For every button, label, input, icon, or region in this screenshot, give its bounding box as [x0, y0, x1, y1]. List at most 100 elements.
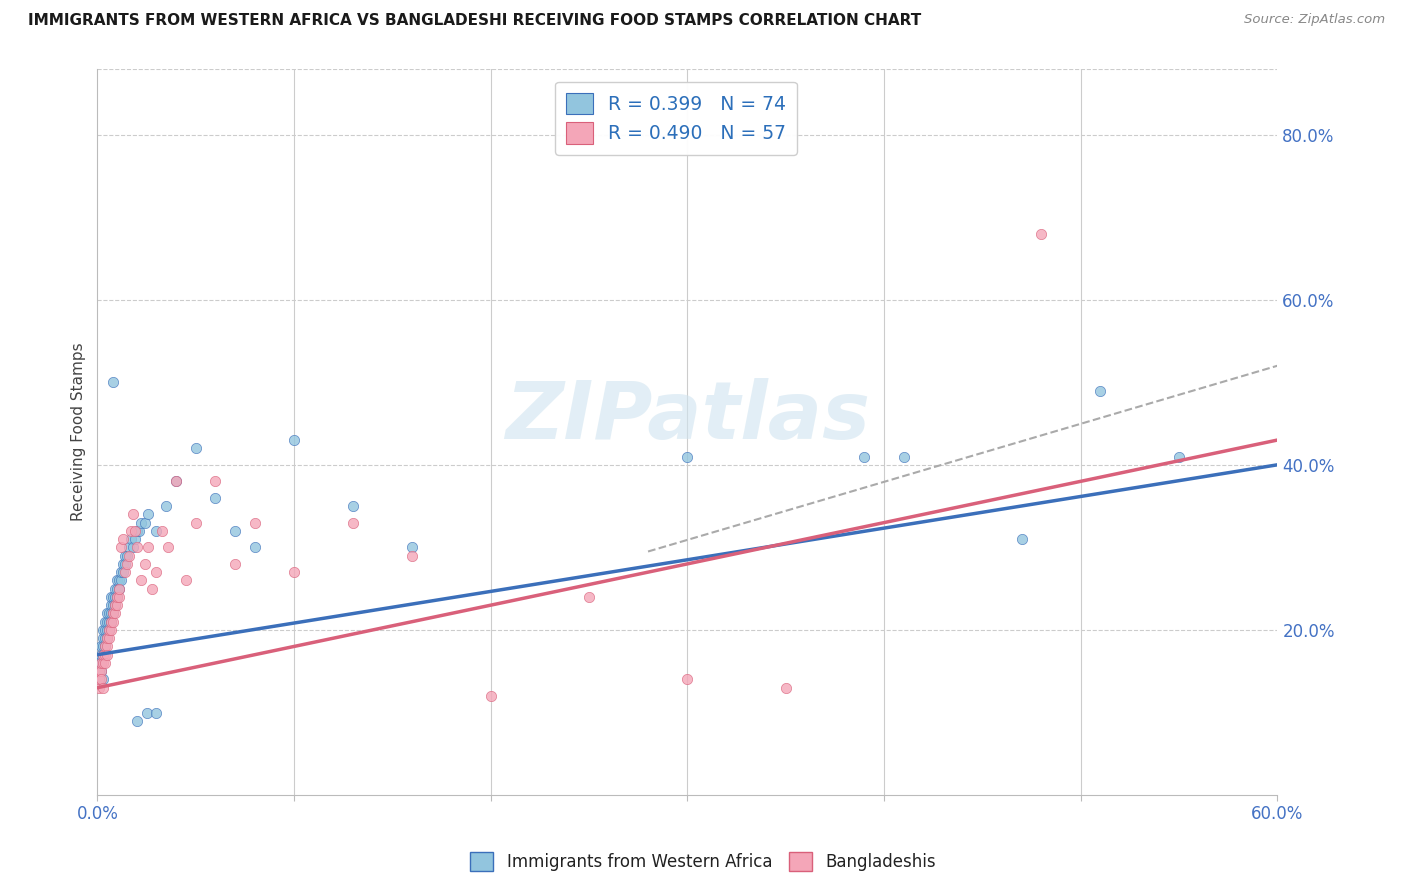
Point [135, 706, 157, 720]
Point [120, 524, 142, 538]
Point [89, 673, 111, 687]
Point [101, 607, 124, 621]
Point [174, 574, 197, 588]
Point [184, 516, 207, 530]
Point [184, 442, 207, 456]
Point [96, 631, 118, 645]
Point [90, 648, 112, 662]
Point [94, 656, 117, 670]
Point [111, 532, 134, 546]
Point [1031, 227, 1053, 241]
Point [91, 681, 114, 695]
Point [89, 656, 111, 670]
Point [94, 623, 117, 637]
Point [98, 607, 121, 621]
Point [100, 590, 122, 604]
Point [1090, 384, 1112, 398]
Point [101, 598, 124, 612]
Point [105, 590, 128, 604]
Point [145, 565, 167, 579]
Point [104, 598, 127, 612]
Point [114, 565, 136, 579]
Point [101, 607, 124, 621]
Point [98, 623, 121, 637]
Point [94, 640, 117, 654]
Point [134, 557, 156, 571]
Point [100, 607, 122, 621]
Point [96, 623, 118, 637]
Point [145, 706, 167, 720]
Point [283, 433, 305, 447]
Point [104, 598, 127, 612]
Point [1011, 532, 1033, 546]
Point [204, 475, 226, 489]
Point [101, 590, 124, 604]
Point [224, 524, 246, 538]
Point [283, 565, 305, 579]
Point [111, 565, 134, 579]
Point [98, 623, 121, 637]
Point [204, 491, 226, 505]
Point [124, 532, 146, 546]
Point [108, 582, 131, 596]
Point [676, 673, 699, 687]
Point [100, 615, 122, 629]
Point [91, 673, 114, 687]
Point [114, 557, 136, 571]
Point [96, 615, 118, 629]
Point [91, 631, 114, 645]
Point [90, 673, 112, 687]
Point [243, 516, 266, 530]
Point [401, 541, 423, 555]
Point [155, 499, 177, 513]
Point [104, 607, 127, 621]
Point [115, 557, 138, 571]
Point [125, 714, 148, 728]
Point [342, 499, 364, 513]
Point [94, 631, 117, 645]
Point [94, 648, 117, 662]
Point [90, 656, 112, 670]
Point [105, 574, 128, 588]
Point [243, 541, 266, 555]
Point [121, 541, 143, 555]
Point [165, 475, 187, 489]
Point [96, 607, 118, 621]
Point [118, 541, 141, 555]
Point [89, 673, 111, 687]
Legend: Immigrants from Western Africa, Bangladeshis: Immigrants from Western Africa, Banglade… [461, 843, 945, 880]
Point [479, 689, 502, 703]
Point [100, 623, 122, 637]
Point [101, 376, 124, 390]
Point [775, 681, 797, 695]
Point [111, 557, 134, 571]
Point [96, 640, 118, 654]
Point [853, 450, 876, 464]
Point [100, 615, 122, 629]
Point [108, 590, 131, 604]
Y-axis label: Receiving Food Stamps: Receiving Food Stamps [72, 343, 86, 521]
Text: IMMIGRANTS FROM WESTERN AFRICA VS BANGLADESHI RECEIVING FOOD STAMPS CORRELATION : IMMIGRANTS FROM WESTERN AFRICA VS BANGLA… [28, 13, 921, 29]
Point [105, 598, 128, 612]
Point [138, 541, 160, 555]
Point [91, 648, 114, 662]
Point [91, 656, 114, 670]
Point [165, 475, 187, 489]
Point [98, 615, 121, 629]
Point [89, 664, 111, 678]
Point [138, 508, 160, 522]
Point [129, 516, 152, 530]
Point [150, 524, 173, 538]
Point [91, 623, 114, 637]
Point [104, 590, 127, 604]
Point [90, 656, 112, 670]
Point [108, 574, 131, 588]
Point [110, 565, 132, 579]
Point [224, 557, 246, 571]
Point [157, 541, 180, 555]
Point [401, 549, 423, 563]
Point [120, 532, 142, 546]
Point [114, 549, 136, 563]
Point [145, 524, 167, 538]
Point [90, 664, 112, 678]
